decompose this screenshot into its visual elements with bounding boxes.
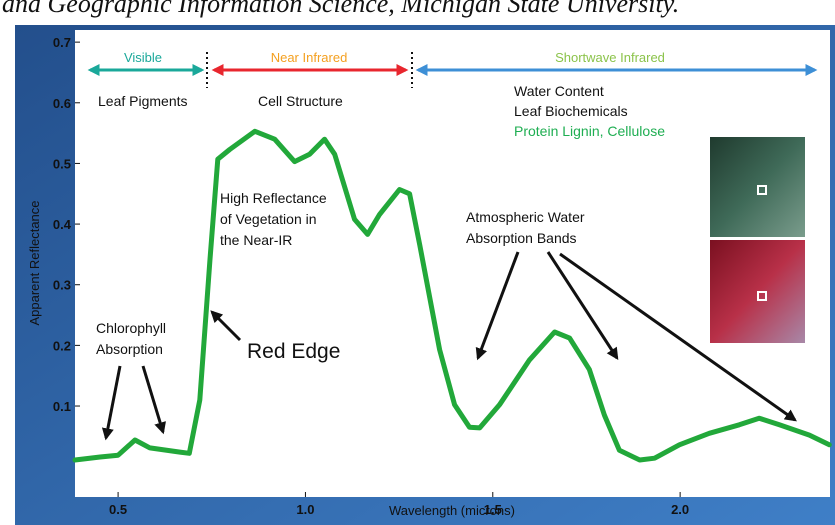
pointer-arrow (210, 310, 242, 342)
annotation: Cell Structure (258, 93, 343, 109)
annotation: Absorption Bands (466, 230, 577, 246)
y-tick-label: 0.6 (53, 96, 71, 111)
region-label: Shortwave Infrared (555, 50, 665, 65)
y-tick-label: 0.5 (53, 156, 71, 171)
annotation: Absorption (96, 341, 163, 357)
annotation: Leaf Biochemicals (514, 103, 628, 119)
caption: and Geographic Information Science, Mich… (2, 0, 679, 18)
plot-area (75, 30, 830, 497)
reflectance-line (72, 128, 832, 463)
x-tick-label: 1.5 (484, 502, 502, 517)
annotation: of Vegetation in (220, 211, 317, 227)
annotation: Leaf Pigments (98, 93, 188, 109)
y-tick-label: 0.2 (53, 338, 71, 353)
y-axis-title: Apparent Reflectance (27, 200, 42, 325)
region-label: Near Infrared (271, 50, 348, 65)
region-label: Visible (124, 50, 162, 65)
x-tick-label: 0.5 (109, 502, 127, 517)
sample-marker (757, 185, 767, 195)
y-tick-label: 0.3 (53, 278, 71, 293)
y-tick-label: 0.7 (53, 35, 71, 50)
annotation: Protein Lignin, Cellulose (514, 123, 665, 139)
annotation: the Near-IR (220, 232, 292, 248)
annotation: Red Edge (247, 340, 340, 363)
pointer-arrow (559, 252, 797, 422)
pointer-arrow (101, 365, 122, 441)
x-axis-title: Wavelength (microns) (389, 503, 515, 518)
annotation: High Reflectance (220, 190, 327, 206)
y-tick-label: 0.4 (53, 217, 72, 232)
y-tick-label: 0.1 (53, 399, 71, 414)
annotation: Water Content (514, 83, 604, 99)
sample-marker (757, 291, 767, 301)
x-tick-label: 2.0 (671, 502, 689, 517)
annotation: Chlorophyll (96, 320, 166, 336)
x-tick-label: 1.0 (296, 502, 314, 517)
pointer-arrow (546, 251, 619, 361)
pointer-arrow (141, 365, 166, 435)
annotation: Atmospheric Water (466, 209, 585, 225)
pointer-arrow (475, 251, 520, 361)
